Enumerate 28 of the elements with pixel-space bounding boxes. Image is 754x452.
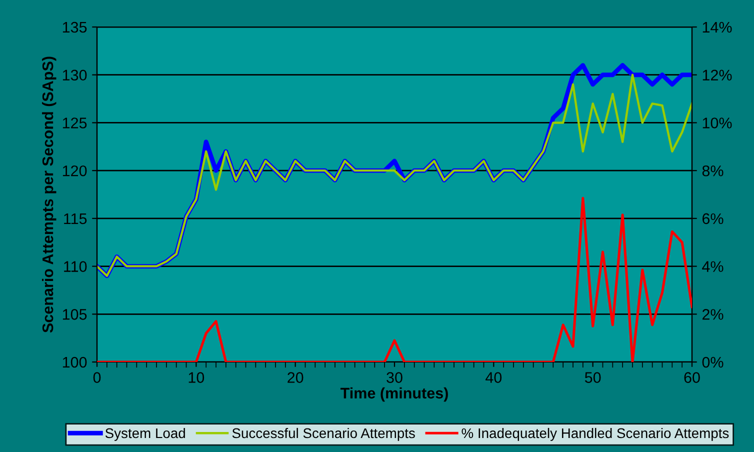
x-tick-label: 20 bbox=[288, 372, 304, 383]
x-tick-label: 30 bbox=[386, 372, 402, 383]
y-tick-label: 130 bbox=[62, 70, 87, 81]
y2-tick-label: 0% bbox=[702, 356, 724, 368]
legend-label: % Inadequately Handled Scenario Attempts bbox=[462, 428, 729, 441]
y2-tick-label: 10% bbox=[702, 118, 732, 128]
y-tick-label: 115 bbox=[64, 213, 87, 224]
y2-tick-label: 8% bbox=[702, 165, 724, 176]
y2-tick-label: 14% bbox=[702, 22, 732, 33]
y2-tick-label: 6% bbox=[702, 213, 724, 224]
y-tick-label: 100 bbox=[62, 356, 87, 368]
y-tick-label: 135 bbox=[62, 22, 87, 33]
x-tick-label: 50 bbox=[584, 372, 601, 383]
y-axis-title: Scenario Attempts per Second (SApS) bbox=[42, 56, 56, 333]
y2-tick-label: 2% bbox=[702, 309, 724, 320]
x-axis-title: Time (minutes) bbox=[340, 387, 448, 402]
y-tick-label: 120 bbox=[62, 165, 87, 176]
legend-label: System Load bbox=[105, 428, 185, 441]
x-tick-label: 0 bbox=[93, 372, 101, 383]
x-tick-label: 40 bbox=[486, 372, 502, 383]
y-tick-label: 110 bbox=[64, 261, 87, 272]
y-tick-label: 105 bbox=[62, 309, 87, 320]
x-tick-label: 60 bbox=[684, 372, 700, 383]
y2-tick-label: 12% bbox=[702, 70, 732, 80]
y-tick-label: 125 bbox=[62, 118, 87, 128]
y2-tick-label: 4% bbox=[702, 261, 724, 272]
legend-label: Successful Scenario Attempts bbox=[232, 428, 415, 441]
x-tick-label: 10 bbox=[188, 372, 204, 383]
